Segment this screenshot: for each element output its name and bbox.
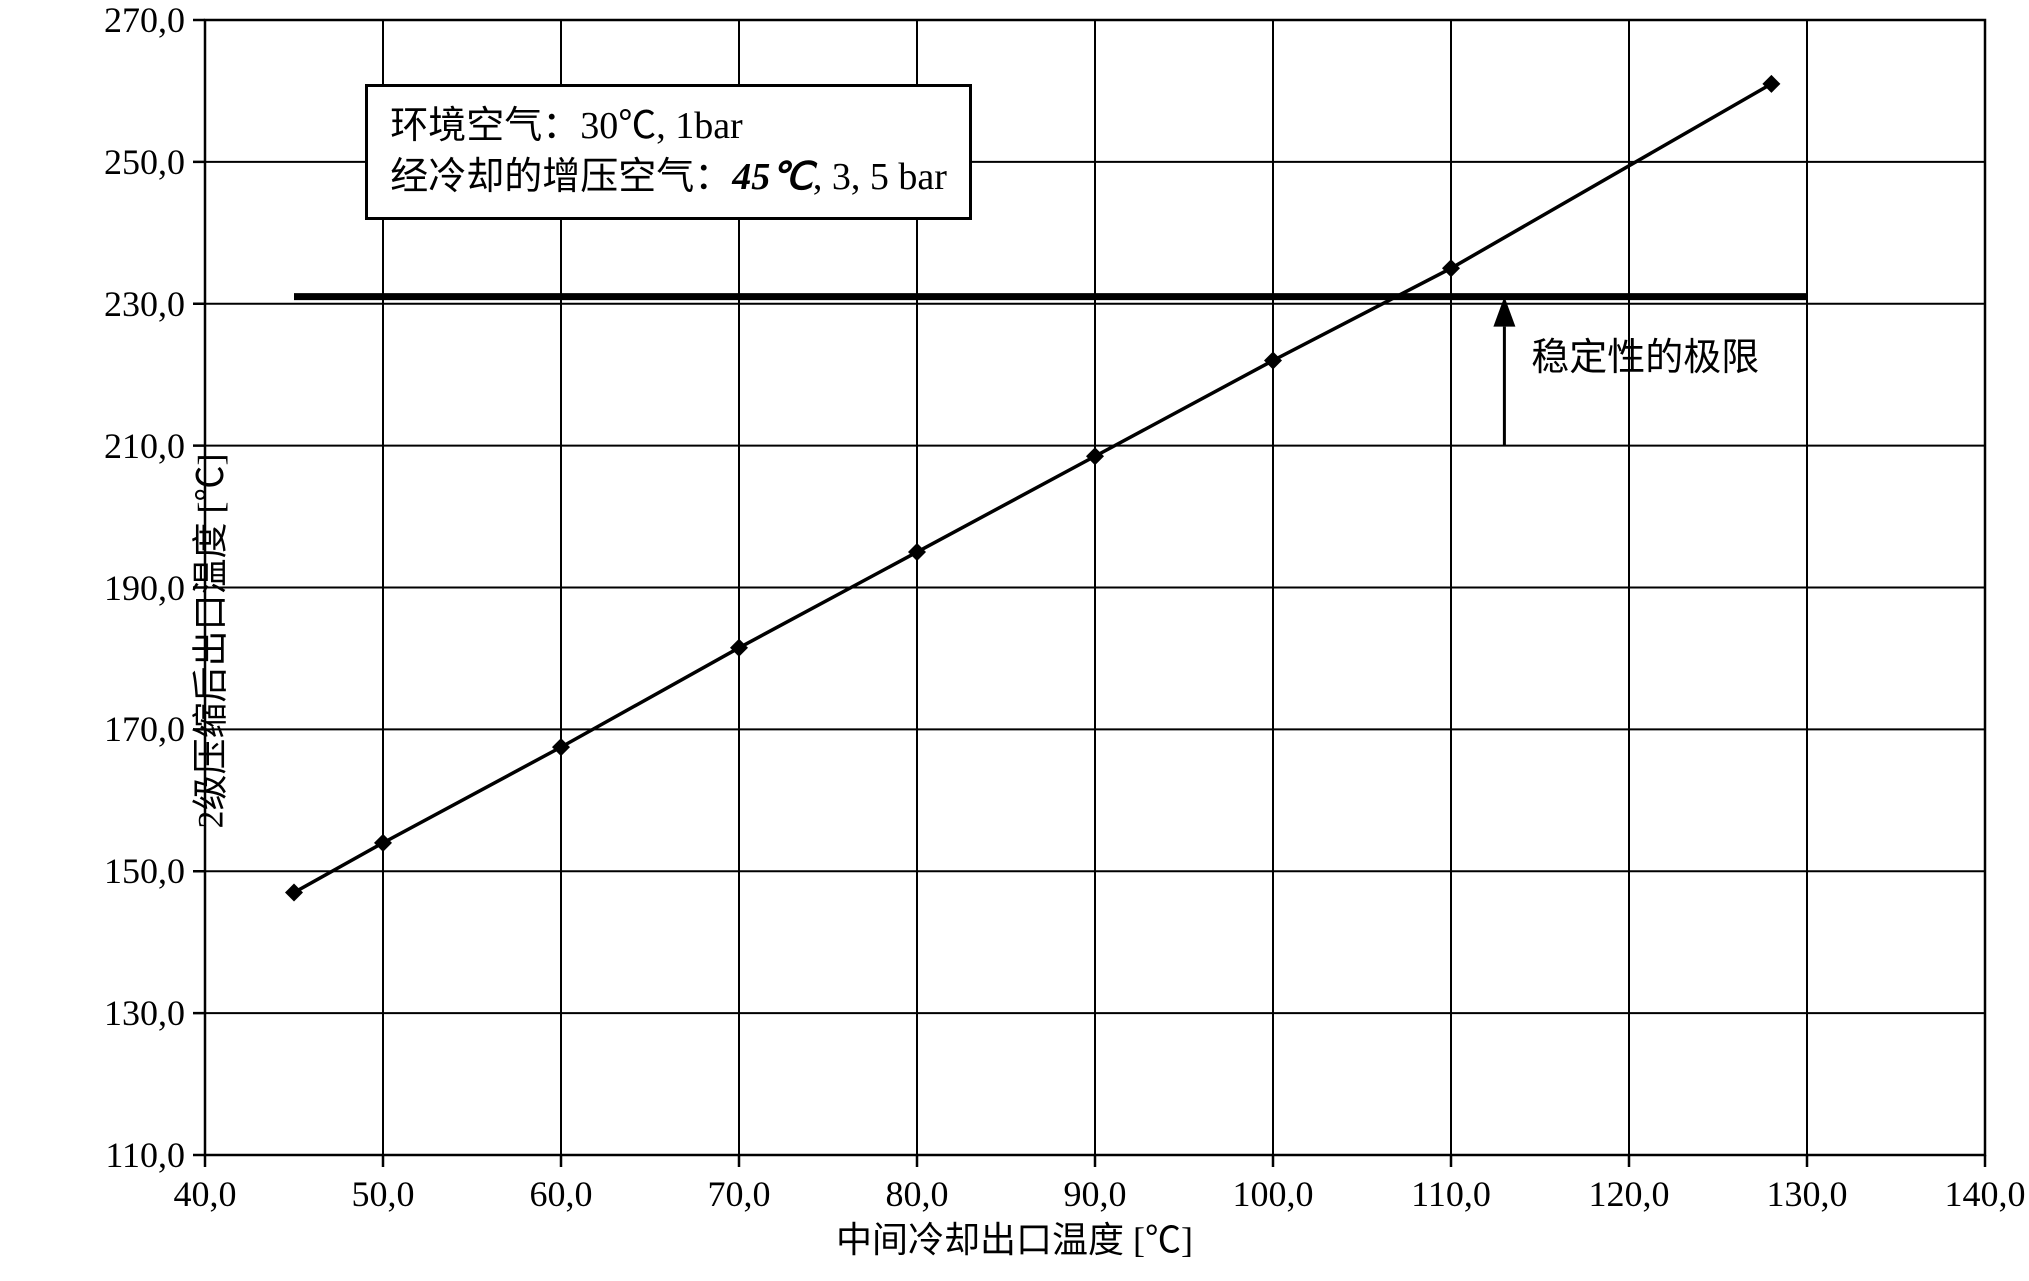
x-axis-label: 中间冷却出口温度 [℃] [836,1211,1193,1263]
y-tick-label: 270,0 [75,0,185,41]
y-tick-label: 230,0 [75,283,185,325]
y-tick-label: 190,0 [75,567,185,609]
chart-container: 2级压缩后出口温度 [℃] 中间冷却出口温度 [℃] 环境空气：30℃, 1ba… [0,0,2029,1281]
chart-svg [0,0,2029,1281]
y-tick-label: 250,0 [75,141,185,183]
legend-line-2: 经冷却的增压空气：45℃, 3, 5 bar [390,152,947,203]
legend-line-2-suffix: , 3, 5 bar [813,156,947,198]
legend-line-1: 环境空气：30℃, 1bar [390,101,947,152]
x-tick-label: 90,0 [1064,1173,1127,1215]
y-tick-label: 110,0 [75,1134,185,1176]
x-tick-label: 120,0 [1589,1173,1670,1215]
x-tick-label: 130,0 [1767,1173,1848,1215]
x-tick-label: 100,0 [1233,1173,1314,1215]
y-tick-label: 150,0 [75,850,185,892]
y-axis-label: 2级压缩后出口温度 [℃] [181,453,233,828]
x-tick-label: 60,0 [530,1173,593,1215]
y-tick-label: 130,0 [75,992,185,1034]
x-tick-label: 70,0 [708,1173,771,1215]
legend-line-2-prefix: 经冷却的增压空气： [390,156,732,198]
legend-line-2-bold: 45℃ [732,156,813,198]
x-tick-label: 50,0 [352,1173,415,1215]
y-tick-label: 210,0 [75,425,185,467]
x-tick-label: 140,0 [1945,1173,2026,1215]
legend-box: 环境空气：30℃, 1bar 经冷却的增压空气：45℃, 3, 5 bar [365,84,972,221]
x-tick-label: 110,0 [1411,1173,1491,1215]
x-tick-label: 40,0 [174,1173,237,1215]
y-tick-label: 170,0 [75,708,185,750]
stability-limit-label: 稳定性的极限 [1531,326,1759,381]
x-tick-label: 80,0 [886,1173,949,1215]
